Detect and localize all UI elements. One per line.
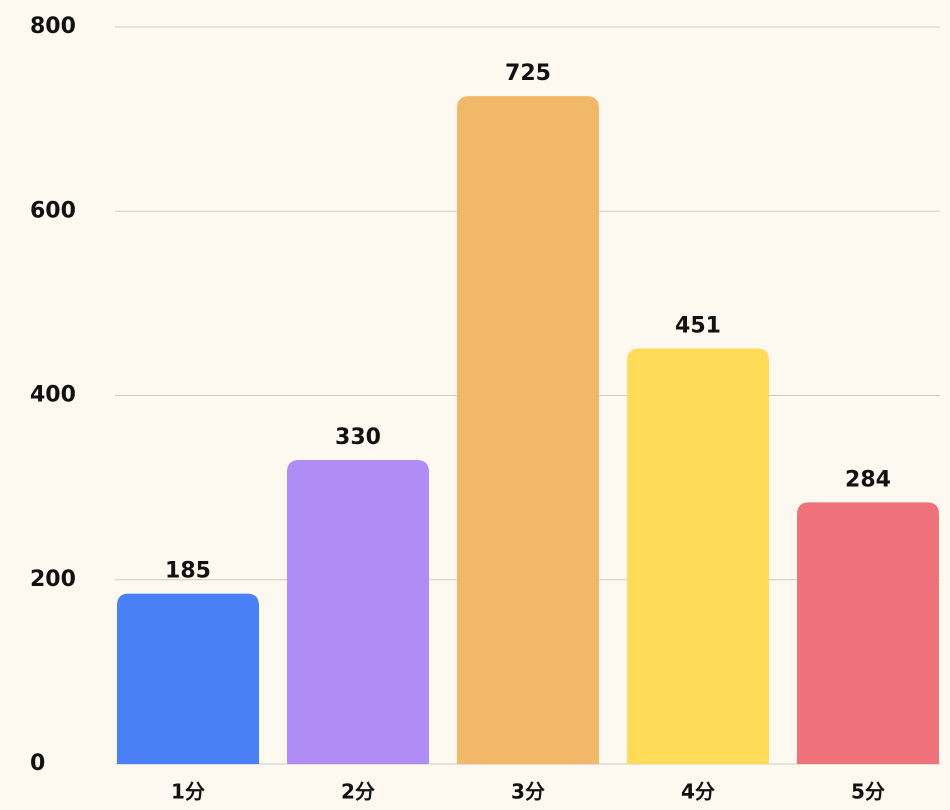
bar [457, 96, 599, 764]
bar [797, 502, 939, 764]
value-label: 284 [845, 467, 891, 492]
x-tick-label: 1分 [171, 780, 205, 804]
x-tick-label: 2分 [341, 780, 375, 804]
y-tick-label: 800 [30, 14, 76, 39]
bar [627, 348, 769, 764]
value-label: 185 [165, 559, 211, 584]
y-tick-label: 400 [30, 383, 76, 408]
bar [287, 459, 429, 764]
y-tick-label: 600 [30, 198, 76, 223]
bar [117, 593, 259, 764]
value-label: 725 [505, 61, 551, 86]
x-tick-label: 4分 [681, 780, 715, 804]
y-tick-label: 200 [30, 567, 76, 592]
x-tick-label: 3分 [511, 780, 545, 804]
value-label: 451 [675, 314, 721, 339]
x-tick-label: 5分 [851, 780, 885, 804]
y-tick-label: 0 [30, 751, 45, 776]
value-label: 330 [335, 425, 381, 450]
